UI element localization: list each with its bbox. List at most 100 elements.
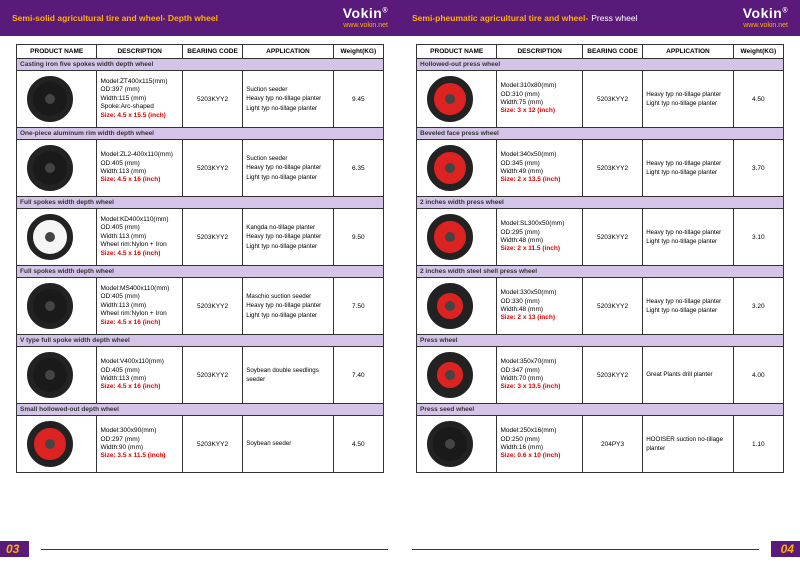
product-image xyxy=(20,418,80,470)
category-label: Full spokes width depth wheel xyxy=(17,266,384,278)
page-number-right: 04 xyxy=(771,541,800,557)
spec-line: Wheel rim:Nylon + Iron xyxy=(100,241,178,249)
cell-desc: Model:350x70(mm)OD:347 (mm)Width:70 (mm)… xyxy=(497,347,582,404)
cell-bearing: 5203KYY2 xyxy=(582,347,642,404)
category-row: One-piece aluminum rim width depth wheel xyxy=(17,128,384,140)
cell-app: Heavy typ no-tillage planterLight typ no… xyxy=(643,278,733,335)
cell-app: HOOISER suction no-tillage planter xyxy=(643,416,733,473)
th-bearing: BEARING CODE xyxy=(582,45,642,59)
category-label: 2 inches width steel shell press wheel xyxy=(417,266,784,278)
cell-image xyxy=(417,416,497,473)
table-row: Model:ZT400x115(mm)OD:397 (mm)Width:115 … xyxy=(17,71,384,128)
cell-desc: Model:MS400x110(mm)OD:405 (mm)Width:113 … xyxy=(97,278,182,335)
spec-line: Width:48 (mm) xyxy=(500,306,578,314)
cell-desc: Model:KD400x110(mm)OD:405 (mm)Width:113 … xyxy=(97,209,182,266)
cell-desc: Model:300x90(mm)OD:297 (mm)Width:90 (mm)… xyxy=(97,416,182,473)
brand-url: www.vokin.net xyxy=(343,22,388,30)
table-row: Model:300x90(mm)OD:297 (mm)Width:90 (mm)… xyxy=(17,416,384,473)
cell-weight: 3.70 xyxy=(733,140,783,197)
cell-desc: Model:ZL2-400x110(mm)OD:405 (mm)Width:11… xyxy=(97,140,182,197)
spec-line: Width:113 (mm) xyxy=(100,168,178,176)
product-table-left: PRODUCT NAME DESCRIPTION BEARING CODE AP… xyxy=(16,44,384,473)
category-label: Press wheel xyxy=(417,335,784,347)
category-label: 2 inches width press wheel xyxy=(417,197,784,209)
brand-block-right: Vokin® www.vokin.net xyxy=(743,6,788,29)
cell-bearing: 5203KYY2 xyxy=(182,71,242,128)
cell-weight: 7.50 xyxy=(333,278,383,335)
th-app: APPLICATION xyxy=(643,45,733,59)
cell-bearing: 5203KYY2 xyxy=(182,347,242,404)
app-line: Great Plants drill planter xyxy=(646,370,729,379)
product-image xyxy=(420,73,480,125)
spec-line: OD:330 (mm) xyxy=(500,298,578,306)
category-row: Casting iron five spokes width depth whe… xyxy=(17,59,384,71)
size-line: Size: 4.5 x 16 (inch) xyxy=(100,176,178,184)
category-row: V type full spoke width depth wheel xyxy=(17,335,384,347)
category-label: Hollowed-out press wheel xyxy=(417,59,784,71)
spec-line: OD:295 (mm) xyxy=(500,229,578,237)
footer-rule xyxy=(412,549,759,550)
cell-desc: Model:V400x110(mm)OD:405 (mm)Width:113 (… xyxy=(97,347,182,404)
th-weight: Weight(KG) xyxy=(333,45,383,59)
cell-bearing: 5203KYY2 xyxy=(182,140,242,197)
spec-line: OD:310 (mm) xyxy=(500,91,578,99)
spec-line: Model:330x50(mm) xyxy=(500,289,578,297)
brand-name: Vokin® xyxy=(343,6,388,21)
cell-weight: 1.10 xyxy=(733,416,783,473)
spec-line: Width:48 (mm) xyxy=(500,237,578,245)
cell-bearing: 5203KYY2 xyxy=(182,278,242,335)
spec-line: OD:397 (mm) xyxy=(100,86,178,94)
spec-line: Model:310x80(mm) xyxy=(500,82,578,90)
cell-bearing: 5203KYY2 xyxy=(182,416,242,473)
category-row: Press wheel xyxy=(417,335,784,347)
category-label: Small hollowed-out depth wheel xyxy=(17,404,384,416)
cell-image xyxy=(17,347,97,404)
size-line: Size: 0.6 x 10 (inch) xyxy=(500,452,578,460)
table-row: Model:330x50(mm)OD:330 (mm)Width:48 (mm)… xyxy=(417,278,784,335)
th-app: APPLICATION xyxy=(243,45,333,59)
product-image xyxy=(20,349,80,401)
category-row: Beveled face press wheel xyxy=(417,128,784,140)
cell-image xyxy=(417,209,497,266)
size-line: Size: 4.5 x 16 (inch) xyxy=(100,383,178,391)
spec-line: Width:75 (mm) xyxy=(500,99,578,107)
table-row: Model:310x80(mm)OD:310 (mm)Width:75 (mm)… xyxy=(417,71,784,128)
spec-line: OD:250 (mm) xyxy=(500,436,578,444)
app-line: Light typ no-tillage planter xyxy=(646,99,729,108)
product-image xyxy=(420,349,480,401)
catalog-spread: Semi-solid agricultural tire and wheel- … xyxy=(0,0,800,565)
table-header-row: PRODUCT NAME DESCRIPTION BEARING CODE AP… xyxy=(17,45,384,59)
category-row: Full spokes width depth wheel xyxy=(17,197,384,209)
cell-app: Soybean seeder xyxy=(243,416,333,473)
header-bar-right: Semi-pheumatic agricultural tire and whe… xyxy=(400,0,800,36)
cell-bearing: 5203KYY2 xyxy=(582,71,642,128)
cell-image xyxy=(17,278,97,335)
spec-line: OD:405 (mm) xyxy=(100,160,178,168)
cell-weight: 9.50 xyxy=(333,209,383,266)
spec-line: OD:405 (mm) xyxy=(100,293,178,301)
category-label: Casting iron five spokes width depth whe… xyxy=(17,59,384,71)
app-line: Heavy typ no-tillage planter xyxy=(646,297,729,306)
cell-bearing: 204PY3 xyxy=(582,416,642,473)
product-image xyxy=(420,211,480,263)
app-line: Light typ no-tillage planter xyxy=(246,311,329,320)
product-image xyxy=(20,142,80,194)
category-label: V type full spoke width depth wheel xyxy=(17,335,384,347)
cell-bearing: 5203KYY2 xyxy=(582,209,642,266)
app-line: Light typ no-tillage planter xyxy=(246,173,329,182)
cell-weight: 4.50 xyxy=(333,416,383,473)
product-image xyxy=(20,211,80,263)
th-desc: DESCRIPTION xyxy=(497,45,582,59)
footer-rule xyxy=(41,549,388,550)
product-table-right: PRODUCT NAME DESCRIPTION BEARING CODE AP… xyxy=(416,44,784,473)
cell-image xyxy=(417,347,497,404)
category-row: Press seed wheel xyxy=(417,404,784,416)
spec-line: Model:350x70(mm) xyxy=(500,358,578,366)
th-product: PRODUCT NAME xyxy=(17,45,97,59)
cell-app: Heavy typ no-tillage planterLight typ no… xyxy=(643,71,733,128)
cell-bearing: 5203KYY2 xyxy=(182,209,242,266)
cell-desc: Model:250x16(mm)OD:250 (mm)Width:16 (mm)… xyxy=(497,416,582,473)
cell-weight: 6.35 xyxy=(333,140,383,197)
cell-image xyxy=(417,278,497,335)
app-line: Suction seeder xyxy=(246,85,329,94)
